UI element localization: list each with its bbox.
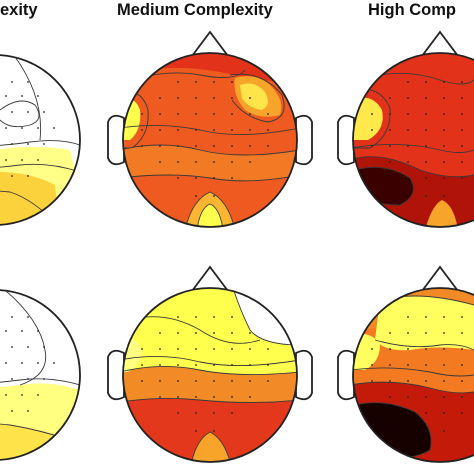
contour-line <box>184 191 236 227</box>
contour-line <box>353 144 474 153</box>
left-ear <box>107 114 125 166</box>
orange-band <box>123 366 297 403</box>
head-outline <box>122 52 298 228</box>
central-band <box>123 145 297 181</box>
contour-line <box>353 367 474 377</box>
head-outline <box>122 287 298 463</box>
contour-line <box>229 73 285 123</box>
head-map-r1-low <box>0 54 81 226</box>
orange-region <box>0 171 60 225</box>
nose <box>421 30 459 57</box>
head-outline <box>0 289 81 461</box>
nose <box>191 265 229 292</box>
contour-line <box>353 381 474 394</box>
contour-line <box>4 290 47 386</box>
head-map-r1-high <box>337 30 474 228</box>
contour-line <box>0 422 71 441</box>
head-map-r2-high <box>337 265 474 463</box>
head-outline <box>352 52 474 228</box>
contour-line <box>0 140 80 147</box>
yellow-band <box>240 83 268 110</box>
contour-line <box>0 163 80 173</box>
contour-line <box>0 100 40 128</box>
lower-yellow-core <box>197 204 223 227</box>
right-ear <box>295 349 313 401</box>
contour-line <box>123 366 297 376</box>
head-map-r1-medium <box>107 30 313 228</box>
upper-yellow-region <box>375 296 474 351</box>
head-map-r2-medium <box>107 265 313 463</box>
nose <box>191 30 229 57</box>
right-ear <box>295 114 313 166</box>
contour-line <box>379 72 474 85</box>
head-outline <box>352 287 474 463</box>
contour-line <box>123 124 297 135</box>
column-title-low-complexity: exity <box>0 1 38 19</box>
contour-line <box>123 144 297 156</box>
column-title-medium-complexity: Medium Complexity <box>117 1 273 19</box>
contour-line <box>0 378 80 391</box>
contour-line <box>9 55 42 141</box>
contour-line <box>353 156 474 178</box>
contour-line <box>129 316 261 344</box>
nose <box>421 265 459 292</box>
contour-line <box>123 174 297 182</box>
contour-line <box>123 397 297 403</box>
contour-line <box>123 356 297 367</box>
column-title-high-complexity: High Comp <box>368 1 456 19</box>
left-ear <box>337 114 355 166</box>
contour-line <box>231 288 297 346</box>
head-map-r2-low <box>0 289 81 461</box>
contour-line <box>189 431 233 462</box>
left-ear <box>107 349 125 401</box>
left-ear <box>337 349 355 401</box>
lower-orange-peak <box>425 200 458 227</box>
contour-line <box>374 339 474 351</box>
head-outline <box>0 54 81 226</box>
contour-line <box>196 203 224 227</box>
